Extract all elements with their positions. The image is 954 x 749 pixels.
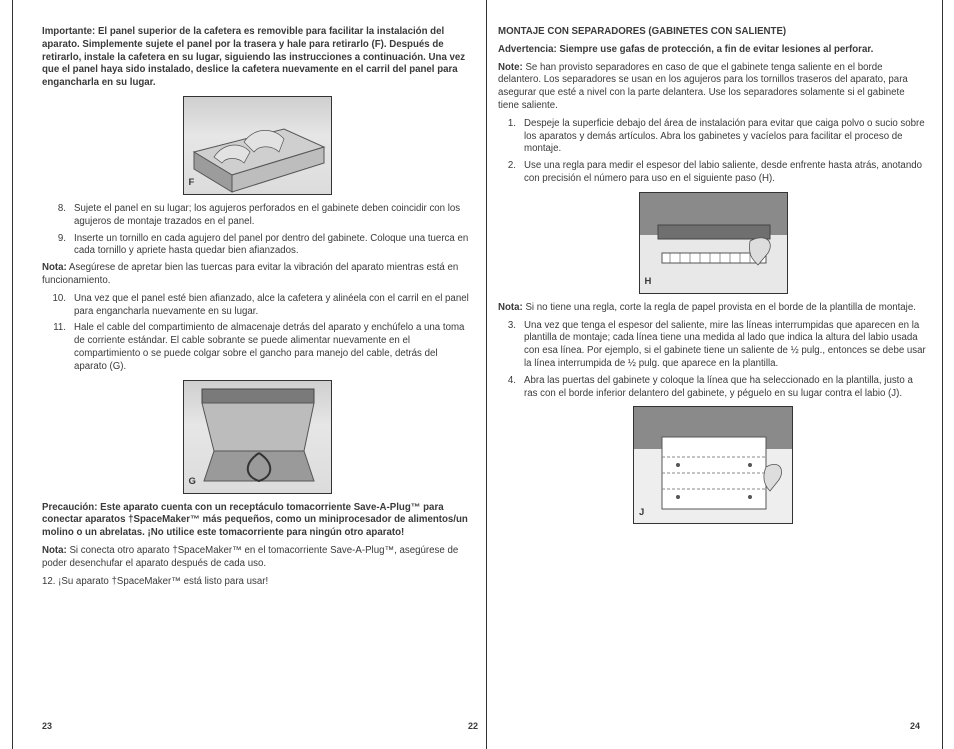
note-2: Nota: Si conecta otro aparato †SpaceMake… [42, 545, 472, 571]
page-number-right: 24 [910, 721, 920, 731]
warning-line: Advertencia: Siempre use gafas de protec… [498, 44, 928, 57]
note-ruler: Nota: Si no tiene una regla, corte la re… [498, 302, 928, 315]
figure-h: H [639, 192, 788, 294]
figure-j: J [633, 406, 793, 524]
figure-f-label: F [189, 177, 195, 190]
page-rule-right [942, 0, 943, 749]
note-1: Nota: Asegúrese de apretar bien las tuer… [42, 262, 472, 288]
step-4: 4. Abra las puertas del gabinete y coloq… [498, 375, 928, 401]
step-8: 8. Sujete el panel en su lugar; los aguj… [42, 203, 472, 229]
step-1: 1. Despeje la superficie debajo del área… [498, 118, 928, 156]
page-number-center: 22 [468, 721, 478, 731]
step-3: 3. Una vez que tenga el espesor del sali… [498, 320, 928, 371]
section-heading: MONTAJE CON SEPARADORES (GABINETES CON S… [498, 26, 928, 39]
intro-paragraph: Importante: El panel superior de la cafe… [42, 26, 472, 90]
step-11: 11. Hale el cable del compartimiento de … [42, 322, 472, 373]
caution-paragraph: Precaución: Este aparato cuenta con un r… [42, 502, 472, 540]
left-column: Importante: El panel superior de la cafe… [42, 26, 472, 593]
step-9: 9. Inserte un tornillo en cada agujero d… [42, 233, 472, 259]
page-rule-left [12, 0, 13, 749]
figure-g: G [183, 380, 332, 494]
page-rule-center [486, 0, 487, 749]
step-12: 12. ¡Su aparato †SpaceMaker™ está listo … [42, 576, 472, 589]
note-separadores: Note: Se han provisto separadores en cas… [498, 62, 928, 113]
figure-j-label: J [639, 507, 644, 520]
right-column: MONTAJE CON SEPARADORES (GABINETES CON S… [498, 26, 928, 532]
figure-h-label: H [645, 276, 652, 289]
step-10: 10. Una vez que el panel esté bien afian… [42, 293, 472, 319]
figure-f: F [183, 96, 332, 195]
page-number-left: 23 [42, 721, 52, 731]
figure-g-label: G [189, 476, 196, 489]
step-2: 2. Use una regla para medir el espesor d… [498, 160, 928, 186]
